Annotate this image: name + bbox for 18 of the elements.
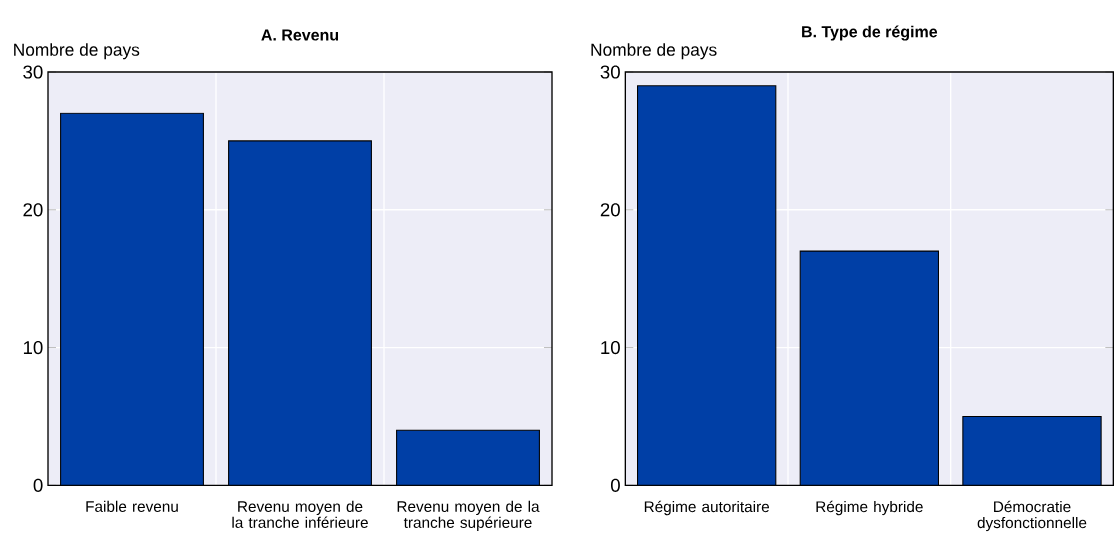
y-tick-label: 10 bbox=[601, 340, 620, 355]
y-tick-label: 30 bbox=[600, 65, 620, 79]
chart-title: B. Type de régime bbox=[802, 25, 938, 41]
chart-title: A. Revenu bbox=[261, 29, 339, 41]
y-axis-title: Nombre de pays bbox=[591, 43, 717, 60]
y-tick-label: 20 bbox=[600, 203, 620, 217]
x-tick-label: Régime autoritaire bbox=[644, 500, 770, 516]
x-tick-label: Faible revenu bbox=[86, 500, 178, 512]
x-tick-label: Régime hybride bbox=[816, 500, 923, 516]
y-tick-label: 0 bbox=[610, 478, 620, 492]
y-tick-label: 20 bbox=[23, 203, 43, 217]
x-tick-label: Revenu moyen de la tranche inférieure bbox=[232, 500, 368, 528]
x-tick-label: Revenu moyen de la tranche supérieure bbox=[397, 500, 540, 531]
y-tick-label: 10 bbox=[23, 340, 43, 355]
x-tick-label: Démocratie dysfonctionnelle bbox=[977, 500, 1087, 532]
y-tick-label: 0 bbox=[33, 478, 43, 492]
y-axis-title: Nombre de pays bbox=[14, 43, 140, 60]
y-tick-label: 30 bbox=[23, 65, 43, 79]
